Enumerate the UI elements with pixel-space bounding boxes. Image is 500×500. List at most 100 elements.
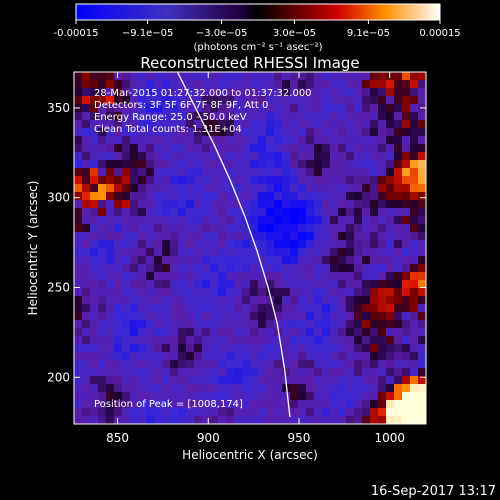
heatmap-cell [242, 224, 251, 233]
heatmap-cell [202, 272, 211, 281]
heatmap-cell [178, 128, 187, 137]
heatmap-cell [330, 288, 339, 297]
heatmap-cell [122, 288, 131, 297]
heatmap-cell [98, 216, 107, 225]
heatmap-cell [242, 128, 251, 137]
heatmap-cell [194, 192, 203, 201]
heatmap-cell [250, 328, 259, 337]
heatmap-cell [90, 320, 99, 329]
heatmap-cell [210, 256, 219, 265]
heatmap-cell [282, 296, 291, 305]
heatmap-cell [354, 168, 363, 177]
heatmap-cell [210, 88, 219, 97]
heatmap-cell [106, 320, 115, 329]
heatmap-cell [114, 96, 123, 105]
heatmap-cell [338, 72, 347, 81]
heatmap-cell [258, 208, 267, 217]
heatmap-cell [298, 304, 307, 313]
heatmap-cell [354, 352, 363, 361]
heatmap-cell [226, 232, 235, 241]
heatmap-cell [394, 128, 403, 137]
heatmap-cell [330, 104, 339, 113]
heatmap-cell [74, 88, 83, 97]
heatmap-cell [74, 152, 83, 161]
x-axis-label: Heliocentric X (arcsec) [182, 448, 318, 462]
heatmap-cell [178, 320, 187, 329]
heatmap-cell [98, 384, 107, 393]
heatmap-cell [402, 320, 411, 329]
heatmap-cell [282, 304, 291, 313]
heatmap-cell [138, 256, 147, 265]
heatmap-cell [130, 272, 139, 281]
heatmap-cell [282, 120, 291, 129]
heatmap-cell [322, 272, 331, 281]
heatmap-cell [330, 312, 339, 321]
heatmap-cell [362, 104, 371, 113]
heatmap-cell [226, 144, 235, 153]
heatmap-cell [74, 136, 83, 145]
heatmap-cell [242, 88, 251, 97]
heatmap-cell [290, 96, 299, 105]
heatmap-cell [274, 104, 283, 113]
heatmap-cell [194, 160, 203, 169]
heatmap-cell [330, 216, 339, 225]
heatmap-cell [170, 360, 179, 369]
heatmap-cell [402, 104, 411, 113]
heatmap-cell [178, 112, 187, 121]
heatmap-cell [202, 192, 211, 201]
heatmap-cell [354, 360, 363, 369]
heatmap-cell [170, 208, 179, 217]
heatmap-cell [186, 192, 195, 201]
heatmap-cell [114, 280, 123, 289]
heatmap-cell [106, 136, 115, 145]
heatmap-cell [98, 360, 107, 369]
heatmap-cell [98, 160, 107, 169]
heatmap-cell [290, 144, 299, 153]
heatmap-cell [74, 264, 83, 273]
heatmap-cell [322, 248, 331, 257]
heatmap-cell [330, 72, 339, 81]
heatmap-cell [290, 416, 299, 424]
heatmap-cell [218, 256, 227, 265]
heatmap-cell [138, 296, 147, 305]
heatmap-cell [130, 368, 139, 377]
heatmap-cell [146, 136, 155, 145]
heatmap-cell [330, 352, 339, 361]
heatmap-cell [346, 104, 355, 113]
heatmap-cell [362, 312, 371, 321]
heatmap-cell [370, 272, 379, 281]
heatmap-cell [250, 200, 259, 209]
heatmap-cell [418, 224, 426, 233]
heatmap-cell [290, 376, 299, 385]
heatmap-cell [314, 216, 323, 225]
heatmap-cell [98, 128, 107, 137]
heatmap-cell [346, 72, 355, 81]
heatmap-cell [170, 264, 179, 273]
heatmap-cell [194, 216, 203, 225]
heatmap-cell [162, 160, 171, 169]
heatmap-cell [162, 248, 171, 257]
heatmap-cell [130, 312, 139, 321]
heatmap-cell [226, 280, 235, 289]
heatmap-cell [386, 112, 395, 121]
heatmap-cell [402, 192, 411, 201]
heatmap-cell [410, 376, 419, 385]
heatmap-cell [234, 296, 243, 305]
heatmap-cell [394, 304, 403, 313]
heatmap-cell [282, 168, 291, 177]
heatmap-cell [226, 224, 235, 233]
heatmap-cell [386, 208, 395, 217]
heatmap-cell [202, 288, 211, 297]
heatmap-cell [394, 400, 403, 409]
heatmap-cell [306, 352, 315, 361]
heatmap-cell [202, 120, 211, 129]
heatmap-cell [362, 392, 371, 401]
heatmap-cell [306, 304, 315, 313]
heatmap-cell [210, 104, 219, 113]
heatmap-cell [242, 264, 251, 273]
heatmap-cell [338, 312, 347, 321]
heatmap-cell [98, 376, 107, 385]
heatmap-cell [370, 400, 379, 409]
heatmap-cell [258, 312, 267, 321]
heatmap-cell [322, 360, 331, 369]
